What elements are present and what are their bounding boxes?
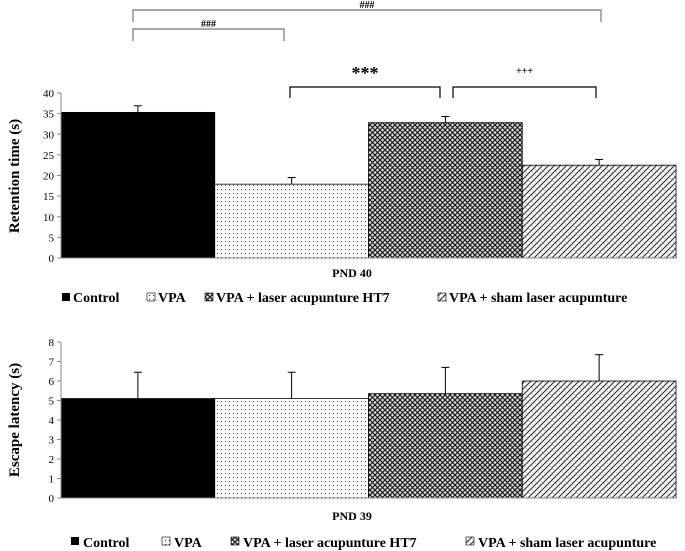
significance-bracket	[132, 9, 602, 22]
legend-label-ht7: VPA + laser acupunture HT7	[216, 291, 390, 306]
bar-control	[60, 111, 216, 259]
legend-label-vpa: VPA	[174, 536, 203, 551]
legend: Control VPA VPA + laser acupunture HT7 V…	[62, 291, 627, 306]
bar-sham	[521, 164, 677, 259]
escape-latency-chart: 0 1 2 3 4 5 6 7 8 Escape latency (s) PND 39 Cont…	[7, 337, 677, 551]
legend-label-sham: VPA + sham laser acupunture	[449, 291, 627, 306]
significance-brackets: ### ### *** +++	[132, 0, 602, 98]
y-tick-label: 5	[49, 396, 55, 408]
legend-swatch-ht7	[204, 292, 214, 302]
y-tick-label: 3	[49, 435, 55, 447]
significance-bracket	[132, 28, 285, 41]
y-tick-label: 8	[49, 337, 55, 349]
y-tick-label: 15	[43, 191, 55, 203]
y-tick-label: 40	[43, 88, 55, 100]
bar-control	[60, 398, 216, 499]
y-tick-label: 6	[49, 376, 55, 388]
significance-label: +++	[516, 66, 533, 77]
y-tick-label: 0	[49, 253, 55, 265]
legend-swatch-control	[71, 537, 79, 545]
legend-swatch-control	[62, 293, 70, 301]
y-tick-label: 10	[43, 212, 55, 224]
bars	[60, 354, 677, 499]
significance-bracket	[452, 86, 597, 98]
legend: Control VPA VPA + laser acupunture HT7 V…	[71, 536, 656, 551]
y-tick-label: 25	[43, 150, 55, 162]
legend-swatch-vpa	[161, 536, 171, 546]
significance-bracket	[289, 86, 441, 98]
legend-swatch-vpa	[146, 292, 156, 302]
y-tick-label: 7	[49, 357, 55, 369]
y-tick-label: 4	[49, 415, 55, 427]
legend-swatch-ht7	[230, 536, 240, 546]
y-tick-label: 20	[43, 171, 55, 183]
legend-label-control: Control	[83, 536, 130, 551]
bars	[60, 105, 677, 259]
y-axis: 0 1 2 3 4 5 6 7 8	[49, 337, 676, 505]
y-axis-title: Escape latency (s)	[7, 363, 23, 477]
bar-vpa	[214, 398, 369, 499]
legend-label-control: Control	[73, 291, 120, 306]
significance-label: ***	[352, 63, 379, 83]
y-tick-label: 2	[49, 454, 55, 466]
y-tick-label: 5	[49, 232, 55, 244]
y-tick-label: 35	[43, 109, 55, 121]
bar-vpa	[214, 183, 369, 259]
significance-label: ###	[201, 19, 216, 30]
legend-swatch-sham	[437, 292, 447, 302]
retention-time-chart: ### ### *** +++ 0 5 10 15 20 25 30 35 40 Retention …	[7, 0, 677, 306]
x-axis-title: PND 39	[332, 509, 372, 523]
legend-label-ht7: VPA + laser acupunture HT7	[243, 536, 417, 551]
bar-ht7	[368, 122, 523, 259]
legend-swatch-sham	[465, 536, 475, 546]
y-axis-title: Retention time (s)	[7, 119, 23, 233]
bar-sham	[521, 380, 677, 499]
legend-label-vpa: VPA	[158, 291, 187, 306]
significance-label: ###	[360, 0, 375, 11]
y-axis: 0 5 10 15 20 25 30 35 40	[43, 88, 676, 265]
bar-ht7	[368, 393, 523, 499]
legend-label-sham: VPA + sham laser acupunture	[478, 536, 656, 551]
y-tick-label: 30	[43, 129, 55, 141]
y-tick-label: 1	[49, 474, 55, 486]
x-axis-title: PND 40	[332, 266, 372, 280]
y-tick-label: 0	[49, 493, 55, 505]
